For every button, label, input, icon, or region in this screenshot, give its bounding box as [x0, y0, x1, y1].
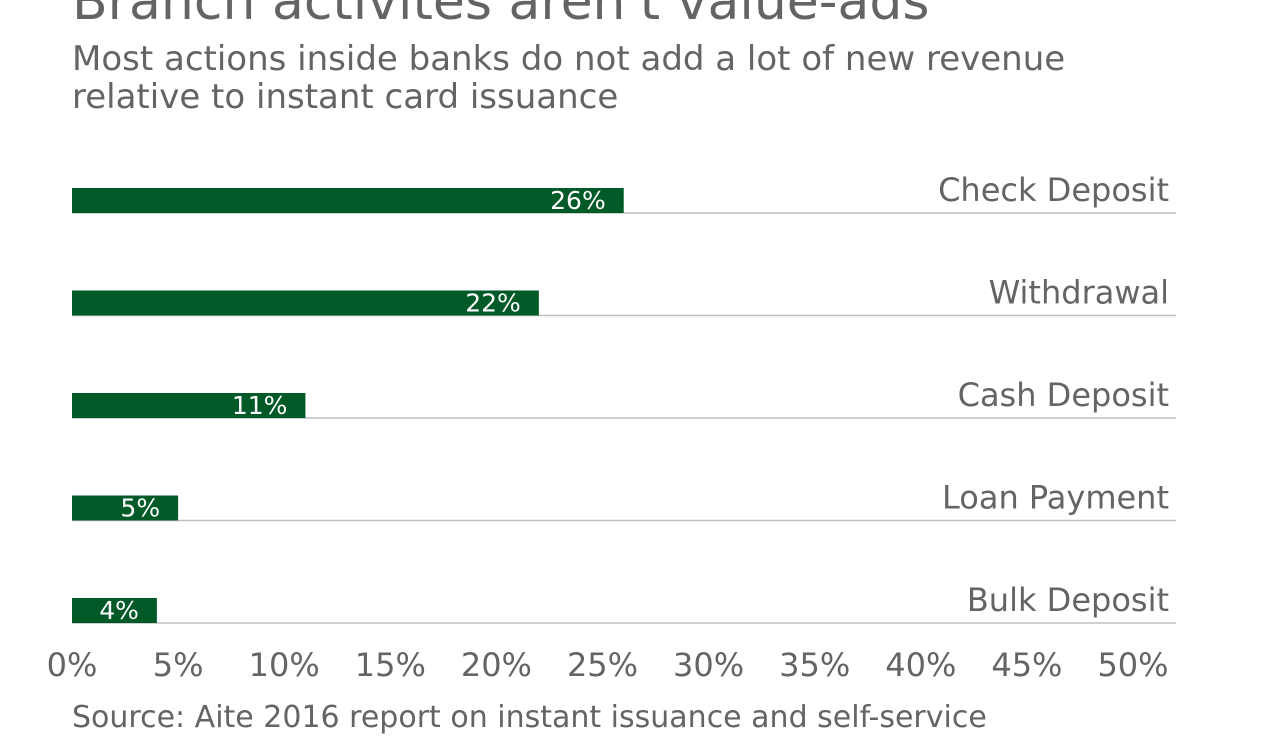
- x-tick-label: 10%: [249, 646, 320, 684]
- source-note: Source: Aite 2016 report on instant issu…: [72, 700, 987, 735]
- x-tick-label: 50%: [1097, 646, 1168, 684]
- category-label: Check Deposit: [938, 171, 1169, 209]
- category-label: Loan Payment: [942, 479, 1169, 517]
- x-tick-label: 40%: [885, 646, 956, 684]
- bar-chart: 26% Check Deposit 22% Withdrawal 11% Cash Dep…: [47, 171, 1176, 684]
- bar-data-label: 4%: [99, 596, 139, 625]
- bar: [72, 495, 179, 521]
- bar-data-label: 5%: [120, 494, 160, 523]
- x-tick-label: 35%: [779, 646, 850, 684]
- bar-data-label: 11%: [232, 391, 288, 420]
- category-label: Bulk Deposit: [967, 581, 1169, 619]
- x-tick-label: 0%: [47, 646, 98, 684]
- x-tick-label: 30%: [673, 646, 744, 684]
- x-tick-label: 15%: [355, 646, 426, 684]
- x-tick-label: 5%: [153, 646, 204, 684]
- bar: [72, 393, 306, 418]
- category-label: Withdrawal: [989, 274, 1169, 312]
- bar: [72, 598, 157, 623]
- x-tick-label: 25%: [567, 646, 638, 684]
- bar-data-label: 26%: [550, 186, 606, 215]
- bar: [72, 290, 539, 316]
- x-tick-label: 20%: [461, 646, 532, 684]
- bar: [72, 188, 624, 213]
- chart-subtitle: Most actions inside banks do not add a l…: [72, 39, 1066, 117]
- category-label: Cash Deposit: [958, 376, 1169, 414]
- bar-data-label: 22%: [465, 289, 521, 318]
- chart-title: Branch activites aren't value-ads: [72, 0, 930, 32]
- x-tick-label: 45%: [991, 646, 1062, 684]
